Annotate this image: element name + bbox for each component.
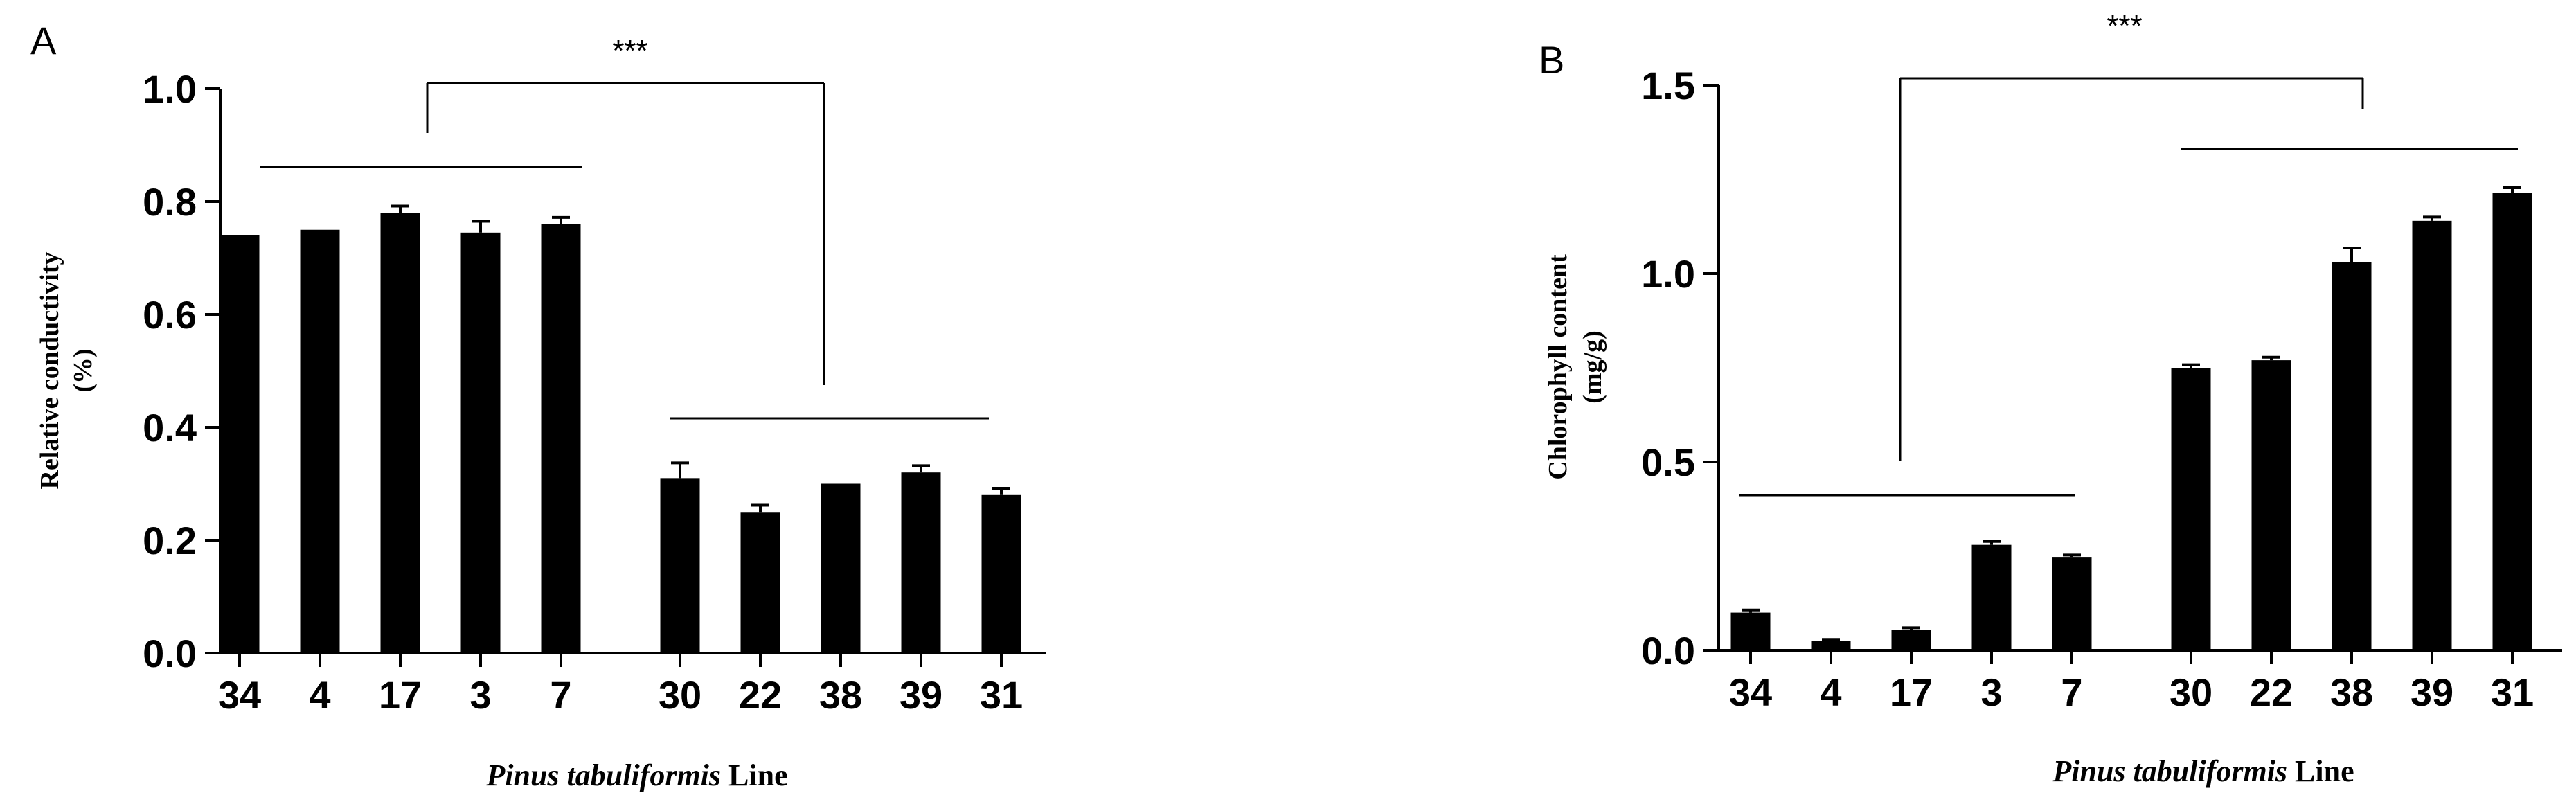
panel-a-y-tick-label: 0.4 <box>143 406 197 449</box>
panel-b-letter: B <box>1539 38 1564 82</box>
panel-b-y-axis-title-line1: Chlorophyll content <box>1544 254 1573 480</box>
panel-a-x-tick-label-38: 38 <box>819 673 862 717</box>
panel-a-bar-38 <box>821 483 861 653</box>
panel-a-x-tick-label-22: 22 <box>739 673 782 717</box>
panel-b-bar-31 <box>2492 193 2532 650</box>
panel-a-x-tick-label-3: 3 <box>469 673 491 717</box>
panel-a-bar-39 <box>901 472 941 653</box>
panel-b-x-axis-title: Pinus tabuliformis Line <box>2052 754 2354 788</box>
panel-b-bar-22 <box>2251 360 2291 650</box>
panel-a-x-tick-label-17: 17 <box>379 673 422 717</box>
panel-a-x-tick-label-30: 30 <box>659 673 701 717</box>
panel-b-bar-38 <box>2332 262 2372 650</box>
panel-b-x-tick-label-4: 4 <box>1820 670 1841 714</box>
panel-a-y-tick-label: 0.8 <box>143 180 197 224</box>
panel-b-x-axis-title-species: Pinus tabuliformis <box>2052 754 2287 788</box>
panel-b-x-axis-title-suffix: Line <box>2287 754 2354 788</box>
panel-a-x-axis-title-species: Pinus tabuliformis <box>485 758 721 792</box>
panel-a-bar-34 <box>220 235 260 653</box>
panel-a-x-tick-label-34: 34 <box>218 673 261 717</box>
panel-b-y-tick-label: 0.0 <box>1641 629 1695 672</box>
panel-b-x-tick-label-39: 39 <box>2410 670 2453 714</box>
panel-a-x-axis-title-suffix: Line <box>721 758 788 792</box>
panel-a-y-axis-title-line1: Relative conductivity <box>35 251 64 489</box>
panel-b-y-tick-label: 1.0 <box>1641 252 1695 296</box>
panel-b-bar-17 <box>1891 630 1931 650</box>
panel-a-y-tick-label: 0.6 <box>143 293 197 337</box>
panel-a-x-tick-label-4: 4 <box>309 673 330 717</box>
panel-a-x-axis-title: Pinus tabuliformis Line <box>485 758 787 792</box>
panel-b-x-tick-label-38: 38 <box>2330 670 2373 714</box>
panel-b-x-tick-label-34: 34 <box>1729 670 1772 714</box>
panel-a-y-axis-title-line2: (%) <box>69 348 98 392</box>
panel-b-bar-39 <box>2412 220 2452 651</box>
panel-b-significance-label: *** <box>2107 9 2142 43</box>
panel-a-significance-label: *** <box>612 34 647 68</box>
panel-b-x-tick-label-3: 3 <box>1980 670 2002 714</box>
panel-a-x-tick-label-7: 7 <box>550 673 571 717</box>
panel-a-bar-30 <box>660 478 700 653</box>
panel-a-x-tick-label-31: 31 <box>980 673 1023 717</box>
panel-a-letter: A <box>30 19 57 62</box>
panel-a-chart: A *** Relative conductivity (%) Pinus ta… <box>30 19 1046 792</box>
panel-b-bar-3 <box>1971 544 2012 650</box>
panel-b-y-tick-label: 0.5 <box>1641 440 1695 484</box>
panel-b-x-tick-label-31: 31 <box>2491 670 2534 714</box>
panel-b-x-tick-label-22: 22 <box>2250 670 2293 714</box>
panel-a-x-tick-label-39: 39 <box>900 673 942 717</box>
panel-b-bar-30 <box>2171 368 2211 650</box>
panel-b-x-tick-label-17: 17 <box>1890 670 1933 714</box>
panel-b-x-tick-label-30: 30 <box>2170 670 2212 714</box>
panel-a-y-tick-label: 0.0 <box>143 632 197 675</box>
panel-a-y-tick-label: 0.2 <box>143 519 197 562</box>
panel-b-y-axis-title-line2: (mg/g) <box>1578 330 1607 404</box>
panel-a-bar-17 <box>380 213 420 653</box>
panel-b-y-tick-label: 1.5 <box>1641 64 1695 107</box>
panel-a-bar-4 <box>300 229 340 653</box>
panel-b-chart: B *** Chlorophyll content (mg/g) Pinus t… <box>1539 9 2562 788</box>
panel-a-y-tick-label: 1.0 <box>143 67 197 111</box>
panel-a-bar-31 <box>981 494 1021 653</box>
panel-b-bar-4 <box>1811 641 1851 650</box>
panel-a-bar-22 <box>740 512 780 653</box>
panel-a-bar-3 <box>460 232 501 653</box>
panel-b-bar-7 <box>2052 557 2092 650</box>
panel-a-bar-7 <box>541 224 581 654</box>
panel-b-x-tick-label-7: 7 <box>2061 670 2082 714</box>
panel-b-bar-34 <box>1730 612 1771 650</box>
